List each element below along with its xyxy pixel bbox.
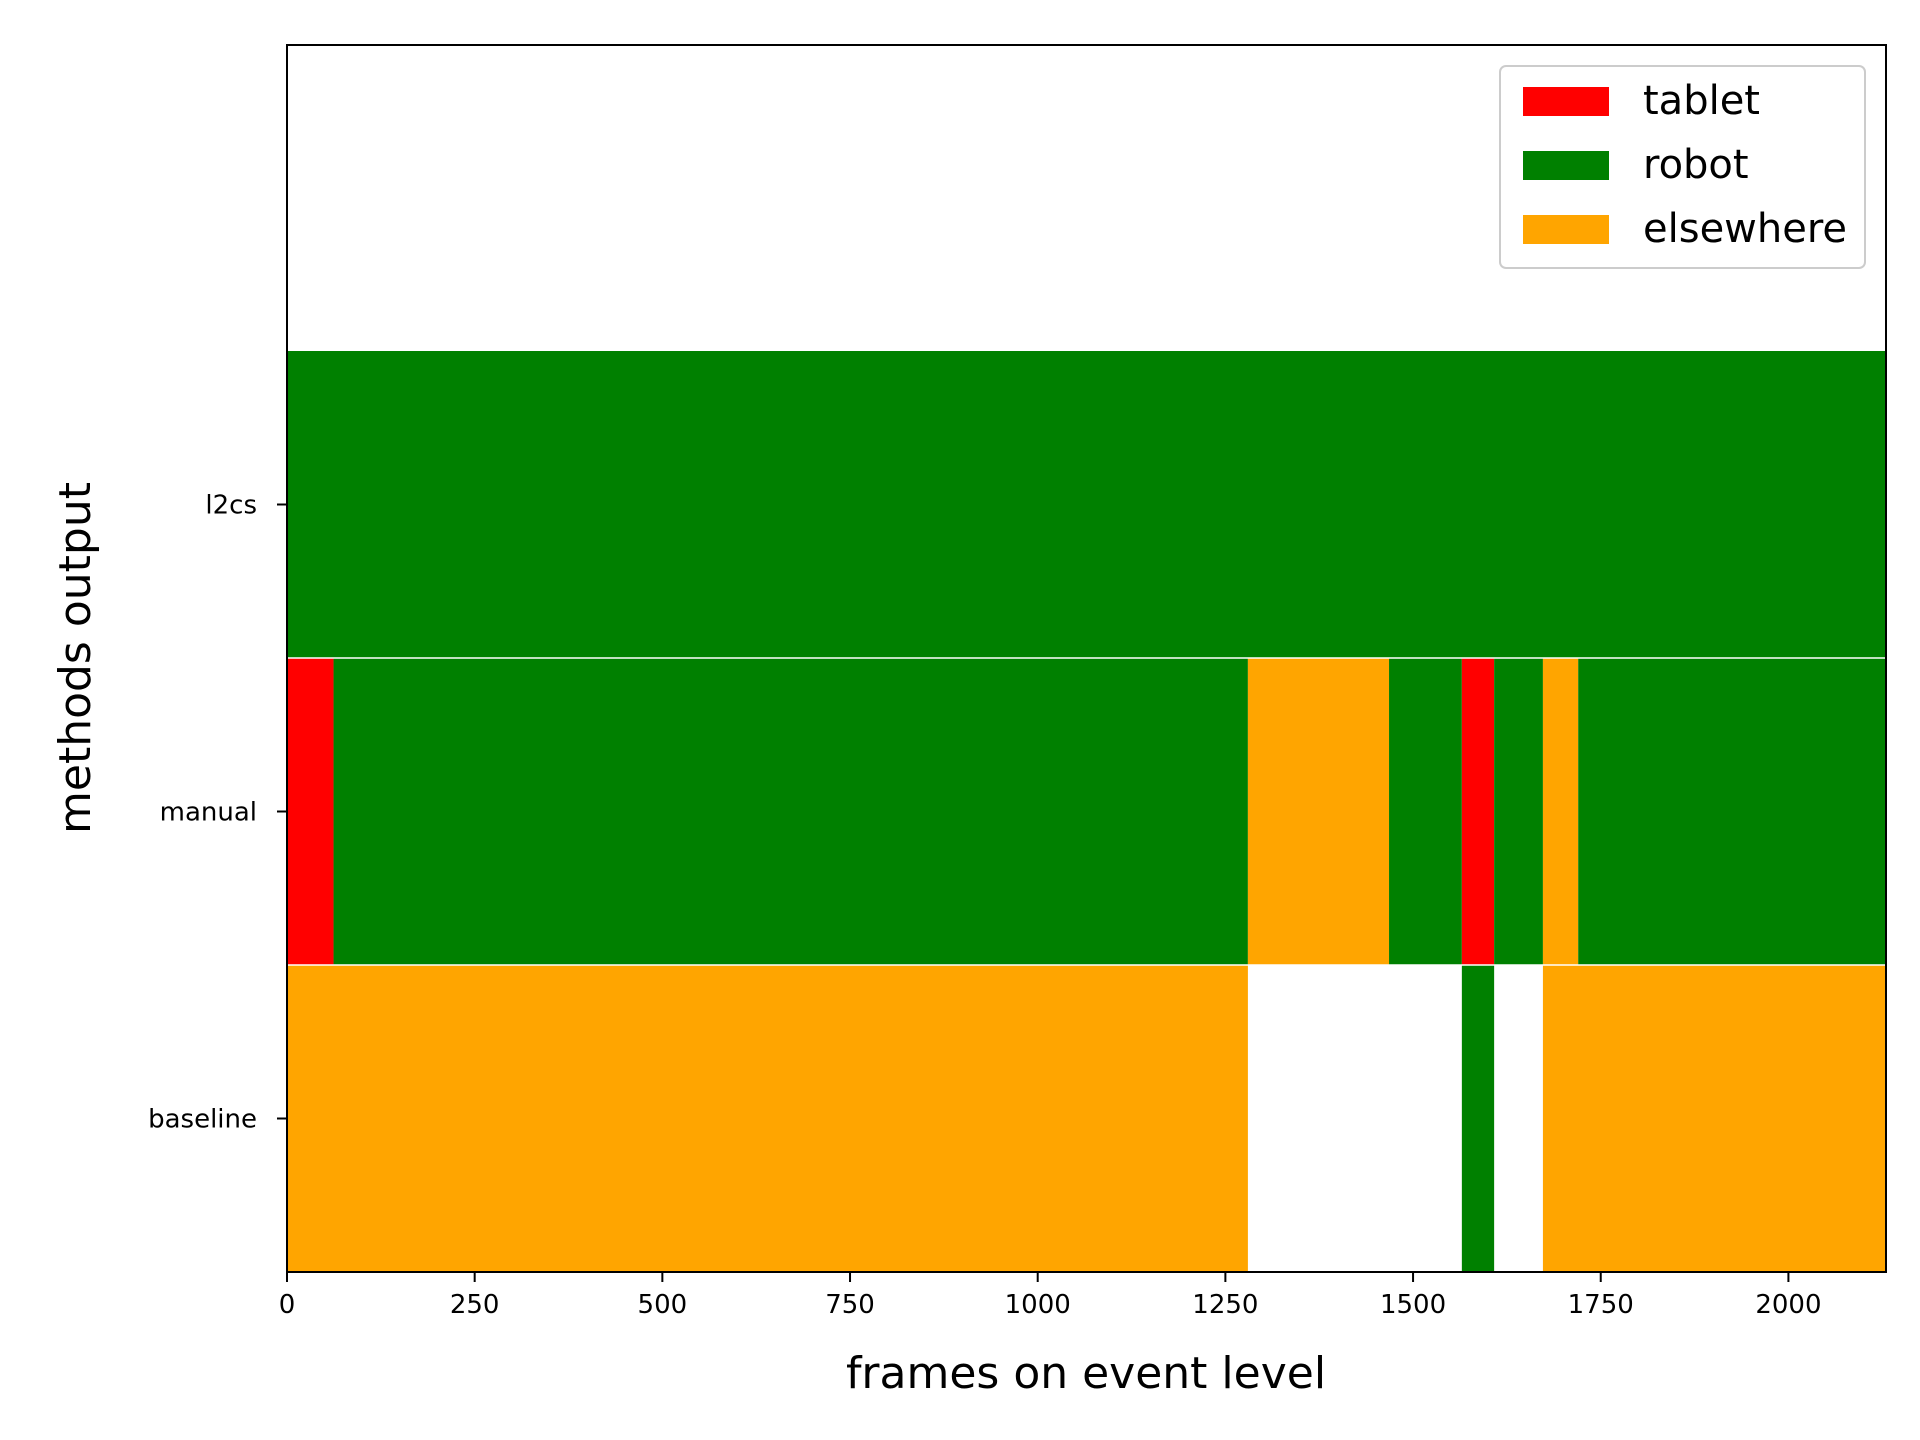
y-tick-label-baseline: baseline xyxy=(148,1105,257,1135)
bar-baseline-elsewhere-0 xyxy=(287,965,1248,1272)
row-separators xyxy=(287,657,1886,966)
x-tick-label: 500 xyxy=(638,1290,688,1320)
legend-swatch-elsewhere xyxy=(1523,215,1609,244)
bar-baseline-robot-1 xyxy=(1461,965,1495,1272)
legend-label-tablet: tablet xyxy=(1643,78,1760,124)
x-tick-label: 0 xyxy=(279,1290,296,1320)
legend-label-elsewhere: elsewhere xyxy=(1643,206,1847,252)
x-ticks: 0 250 500 750 1000 1250 1500 1750 2000 xyxy=(279,1272,1821,1320)
x-axis-label: frames on event level xyxy=(846,1348,1326,1399)
bar-manual-robot-5 xyxy=(1494,658,1543,965)
bar-manual-robot-7 xyxy=(1578,658,1886,965)
y-ticks: baseline manual l2cs xyxy=(148,491,287,1135)
x-tick-label: 1250 xyxy=(1192,1290,1258,1320)
plot-frame xyxy=(286,44,1887,1273)
y-tick-label-l2cs: l2cs xyxy=(205,491,257,521)
bar-manual-tablet-4 xyxy=(1461,658,1495,965)
bar-manual-elsewhere-6 xyxy=(1542,658,1579,965)
bar-baseline-elsewhere-2 xyxy=(1542,965,1886,1272)
bar-manual-tablet-0 xyxy=(287,658,334,965)
y-tick-label-manual: manual xyxy=(160,798,257,828)
x-tick-label: 1000 xyxy=(1005,1290,1071,1320)
legend-swatch-robot xyxy=(1523,151,1609,180)
bar-manual-robot-3 xyxy=(1389,658,1462,965)
bar-manual-elsewhere-2 xyxy=(1247,658,1390,965)
x-tick-label: 2000 xyxy=(1755,1290,1821,1320)
x-tick-label: 1750 xyxy=(1568,1290,1634,1320)
bar-manual-robot-1 xyxy=(333,658,1248,965)
y-axis-label: methods output xyxy=(50,482,101,834)
x-tick-label: 1500 xyxy=(1380,1290,1446,1320)
legend-label-robot: robot xyxy=(1643,142,1749,188)
x-tick-label: 250 xyxy=(450,1290,500,1320)
x-tick-label: 750 xyxy=(825,1290,875,1320)
bar-l2cs-robot-0 xyxy=(287,351,1886,658)
bars-group xyxy=(287,351,1886,1272)
legend: tablet robot elsewhere xyxy=(1499,65,1866,269)
legend-swatch-tablet xyxy=(1523,87,1609,116)
